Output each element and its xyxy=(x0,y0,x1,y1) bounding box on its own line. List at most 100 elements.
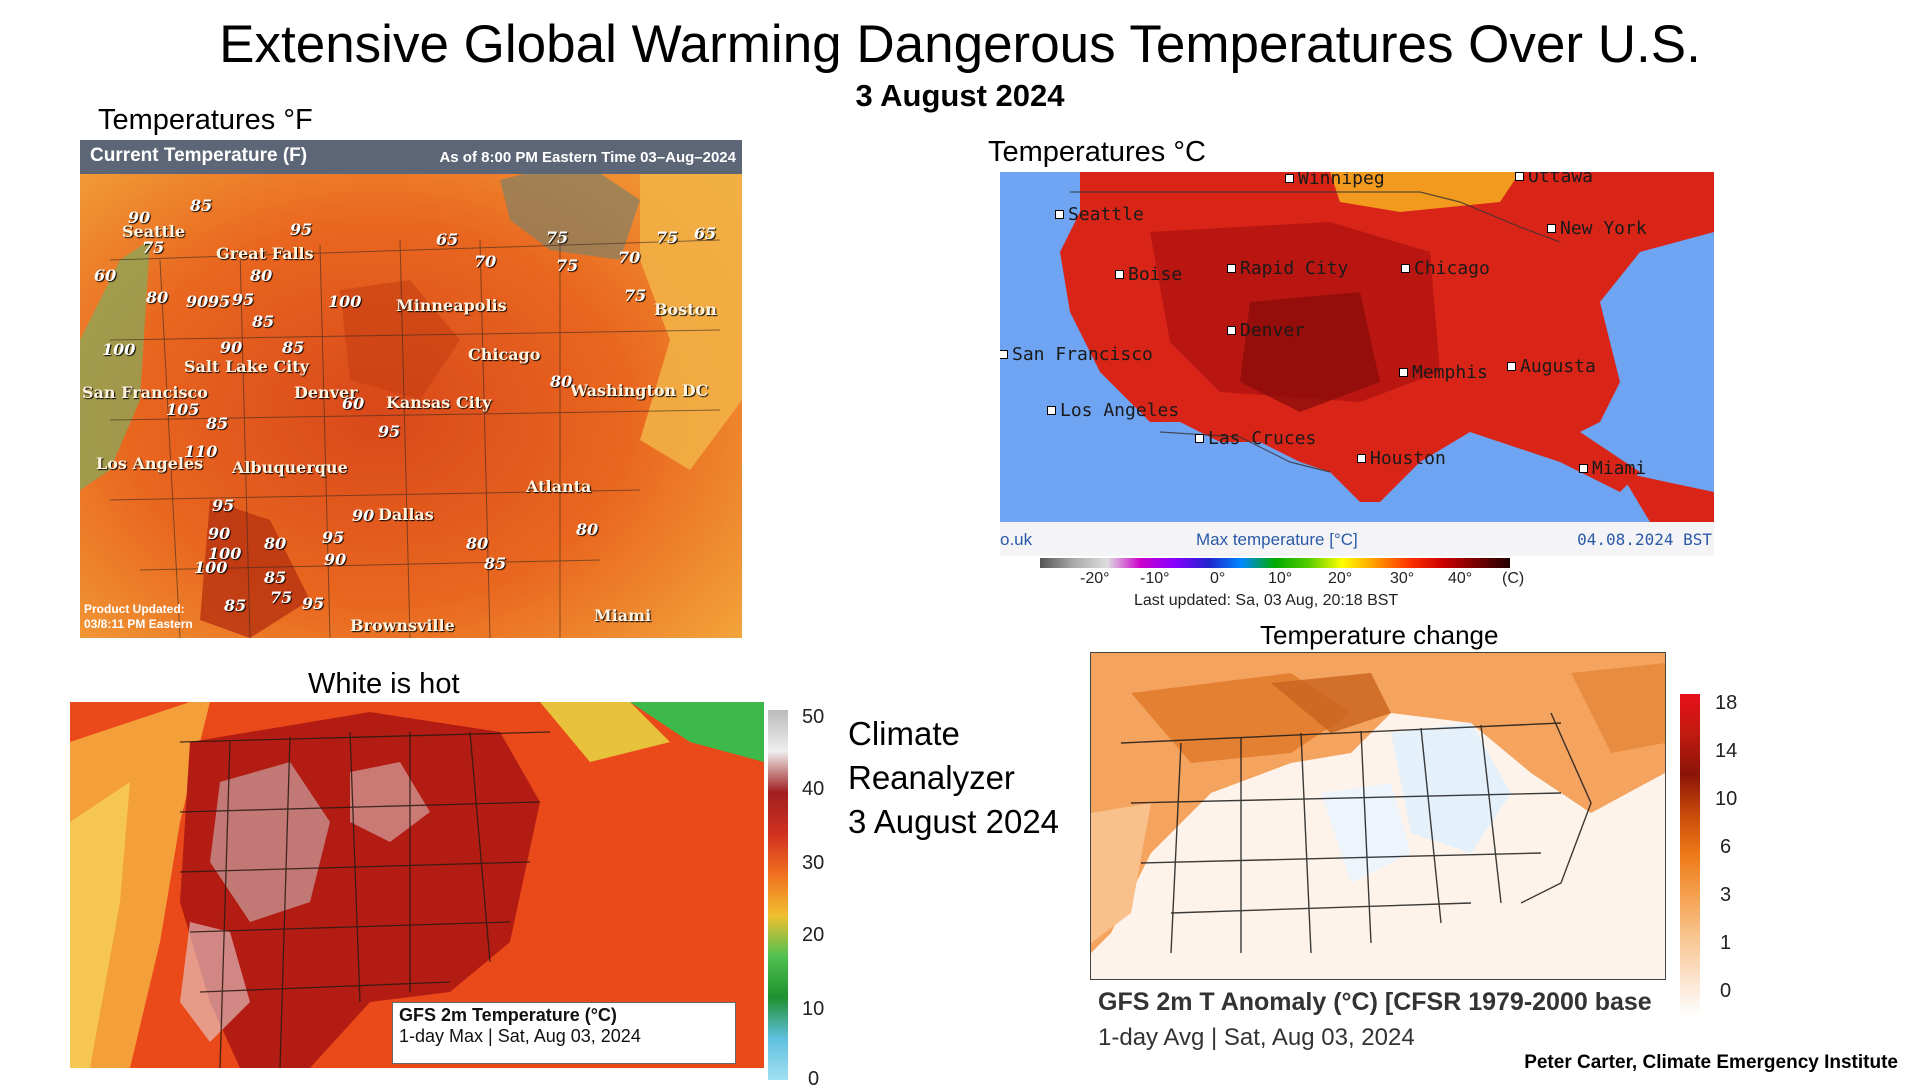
scale-unit: (C) xyxy=(1502,570,1525,587)
temperature-value: 85 xyxy=(252,312,275,331)
celsius-temperature-map: Seattle Winnipeg Ottawa Boise Rapid City… xyxy=(1000,172,1714,522)
temperature-value: 110 xyxy=(184,442,218,461)
city-label: Albuquerque xyxy=(232,458,348,477)
temperature-value: 100 xyxy=(102,340,136,359)
city-label: Miami xyxy=(1578,458,1647,479)
temperature-value: 90 xyxy=(352,506,375,525)
temperature-value: 85 xyxy=(264,568,287,587)
celsius-scale-bar xyxy=(1040,558,1510,568)
temperature-value: 90 xyxy=(324,550,347,569)
colorbar-tick: 0 xyxy=(808,1068,820,1090)
gfs-max-temperature-map: GFS 2m Temperature (°C) 1-day Max | Sat,… xyxy=(70,702,764,1068)
city-label: Denver xyxy=(294,383,358,402)
temperature-anomaly-map xyxy=(1090,652,1666,980)
temperature-value: 95 xyxy=(208,292,231,311)
temperature-value: 65 xyxy=(694,224,717,243)
temperature-value: 75 xyxy=(624,286,647,305)
city-label: Ottawa xyxy=(1514,172,1593,187)
gfs-colorbar xyxy=(768,710,788,1080)
gfs-panel-label: White is hot xyxy=(308,668,460,700)
temperature-value: 100 xyxy=(194,558,228,577)
colorbar-tick: 14 xyxy=(1715,740,1738,762)
temperature-value: 80 xyxy=(250,266,273,285)
temperature-value: 70 xyxy=(618,248,641,267)
anomaly-box-subtitle: 1-day Avg | Sat, Aug 03, 2024 xyxy=(1098,1024,1415,1051)
credit-line: Peter Carter, Climate Emergency Institut… xyxy=(1524,1052,1898,1073)
city-label: San Francisco xyxy=(1000,344,1153,365)
temperature-value: 60 xyxy=(94,266,117,285)
temperature-value: 60 xyxy=(342,394,365,413)
anomaly-box-title: GFS 2m T Anomaly (°C) [CFSR 1979-2000 ba… xyxy=(1098,988,1652,1016)
temperature-value: 80 xyxy=(264,534,287,553)
temperature-value: 100 xyxy=(328,292,362,311)
temperature-value: 90 xyxy=(128,208,151,227)
gfs-info-box: GFS 2m Temperature (°C) 1-day Max | Sat,… xyxy=(392,1002,736,1064)
caption-line: 3 August 2024 xyxy=(848,803,1060,840)
temperature-value: 85 xyxy=(224,596,247,615)
fahrenheit-updated-label: Product Updated: xyxy=(84,602,185,616)
temperature-value: 80 xyxy=(576,520,599,539)
colorbar-tick: 20 xyxy=(802,924,825,946)
city-label: Seattle xyxy=(122,222,186,241)
city-label: Memphis xyxy=(1399,362,1488,383)
footer-date: 04.08.2024 BST xyxy=(1577,530,1712,549)
celsius-panel-label: Temperatures °C xyxy=(988,136,1206,168)
scale-tick: 20° xyxy=(1328,570,1353,587)
temperature-value: 95 xyxy=(212,496,235,515)
city-label: Rapid City xyxy=(1226,258,1349,279)
city-label: Denver xyxy=(1226,320,1306,341)
colorbar-tick: 50 xyxy=(802,706,825,728)
city-label: Atlanta xyxy=(526,477,592,496)
caption-line: Reanalyzer xyxy=(848,759,1015,796)
temperature-value: 105 xyxy=(166,400,200,419)
page-subtitle: 3 August 2024 xyxy=(855,78,1065,113)
temperature-value: 85 xyxy=(190,196,213,215)
city-label: Houston xyxy=(1357,448,1446,469)
temperature-value: 85 xyxy=(484,554,507,573)
gfs-box-subtitle: 1-day Max | Sat, Aug 03, 2024 xyxy=(399,1026,641,1046)
city-label: Augusta xyxy=(1507,356,1596,377)
temperature-value: 85 xyxy=(206,414,229,433)
city-label: Chicago xyxy=(1401,258,1490,279)
city-label: Winnipeg xyxy=(1285,172,1385,189)
caption-line: Climate xyxy=(848,715,960,752)
temperature-value: 90 xyxy=(186,292,209,311)
temperature-value: 75 xyxy=(142,238,165,257)
city-label: Brownsville xyxy=(350,616,455,635)
gfs-box-title: GFS 2m Temperature (°C) xyxy=(399,1005,617,1025)
city-label: Miami xyxy=(594,606,652,625)
last-updated: Last updated: Sa, 03 Aug, 20:18 BST xyxy=(1134,592,1399,609)
city-label: Boston xyxy=(654,300,717,319)
city-label: Minneapolis xyxy=(396,296,507,315)
fahrenheit-updated-time: 03/8:11 PM Eastern xyxy=(84,617,193,631)
fahrenheit-temperature-map: Current Temperature (F) As of 8:00 PM Ea… xyxy=(80,140,742,638)
temperature-value: 80 xyxy=(550,372,573,391)
scale-tick: 40° xyxy=(1448,570,1473,587)
city-label: Los Angeles xyxy=(96,454,204,473)
temperature-value: 90 xyxy=(208,524,231,543)
colorbar-tick: 10 xyxy=(1715,788,1738,810)
temperature-value: 75 xyxy=(556,256,579,275)
temperature-value: 75 xyxy=(270,588,293,607)
city-label: Las Cruces xyxy=(1194,428,1317,449)
colorbar-tick: 1 xyxy=(1720,932,1732,954)
temperature-value: 95 xyxy=(322,528,345,547)
scale-tick: 0° xyxy=(1210,570,1226,587)
temperature-value: 95 xyxy=(302,594,325,613)
city-label: Dallas xyxy=(378,505,434,524)
scale-tick: -20° xyxy=(1080,570,1110,587)
temperature-value: 75 xyxy=(546,228,569,247)
temperature-value: 65 xyxy=(436,230,459,249)
colorbar-tick: 18 xyxy=(1715,692,1738,714)
colorbar-tick: 0 xyxy=(1720,980,1732,1002)
city-label: Los Angeles xyxy=(1046,400,1180,421)
celsius-map-footer: o.uk Max temperature [°C] 04.08.2024 BST xyxy=(1000,522,1714,556)
temperature-value: 85 xyxy=(282,338,305,357)
fahrenheit-header-time: As of 8:00 PM Eastern Time 03–Aug–2024 xyxy=(439,149,736,166)
fahrenheit-header-title: Current Temperature (F) xyxy=(90,145,308,166)
colorbar-tick: 40 xyxy=(802,778,825,800)
temperature-value: 70 xyxy=(474,252,497,271)
colorbar-tick: 3 xyxy=(1720,884,1732,906)
scale-tick: 10° xyxy=(1268,570,1293,587)
city-label: Kansas City xyxy=(386,393,492,412)
